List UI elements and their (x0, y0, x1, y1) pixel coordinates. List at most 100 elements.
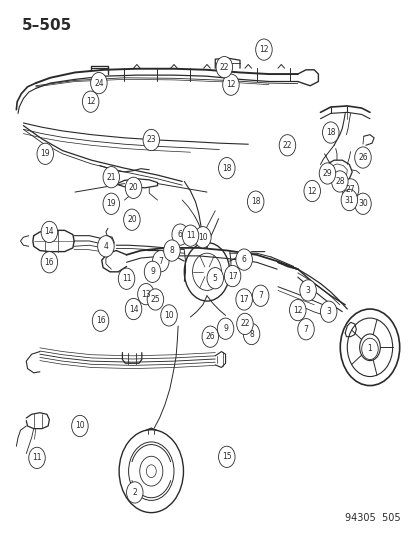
Text: 3: 3 (305, 286, 310, 295)
Text: 20: 20 (128, 183, 138, 192)
Circle shape (218, 158, 235, 179)
Circle shape (278, 135, 295, 156)
Circle shape (222, 74, 239, 95)
Circle shape (247, 191, 263, 212)
Circle shape (41, 252, 57, 273)
Circle shape (92, 310, 109, 332)
Text: 29: 29 (322, 169, 332, 178)
Circle shape (235, 249, 252, 270)
Circle shape (243, 324, 259, 345)
Text: 15: 15 (221, 453, 231, 462)
Text: 9: 9 (150, 268, 154, 276)
Circle shape (147, 289, 163, 310)
Circle shape (318, 163, 335, 184)
Text: 24: 24 (94, 78, 104, 87)
Text: 12: 12 (292, 305, 302, 314)
Text: 17: 17 (227, 272, 237, 280)
Circle shape (28, 447, 45, 469)
Text: 16: 16 (95, 316, 105, 325)
Circle shape (354, 147, 370, 168)
Circle shape (331, 171, 347, 192)
Circle shape (41, 221, 57, 243)
Circle shape (71, 415, 88, 437)
Text: 6: 6 (241, 255, 246, 264)
Circle shape (297, 319, 313, 340)
Text: 27: 27 (345, 185, 354, 194)
Text: 2: 2 (132, 488, 137, 497)
Circle shape (354, 193, 370, 214)
Circle shape (252, 285, 268, 306)
Circle shape (194, 227, 211, 248)
Circle shape (37, 143, 53, 165)
Text: 18: 18 (325, 128, 335, 137)
Circle shape (202, 326, 218, 348)
Text: 10: 10 (164, 311, 173, 320)
Text: 4: 4 (103, 242, 108, 251)
Text: 22: 22 (282, 141, 292, 150)
Text: 9: 9 (223, 324, 228, 333)
Text: 8: 8 (249, 329, 253, 338)
Circle shape (126, 482, 143, 503)
Text: 7: 7 (303, 325, 308, 334)
Circle shape (90, 72, 107, 94)
Text: 12: 12 (85, 97, 95, 106)
Text: 12: 12 (307, 187, 316, 196)
Text: 6: 6 (177, 230, 182, 239)
Text: 16: 16 (45, 258, 54, 266)
Circle shape (218, 446, 235, 467)
Circle shape (255, 39, 271, 60)
Circle shape (216, 56, 232, 78)
Text: 26: 26 (205, 332, 215, 341)
Circle shape (303, 180, 320, 201)
Circle shape (289, 300, 305, 321)
Text: 25: 25 (150, 295, 160, 304)
Circle shape (217, 318, 233, 340)
Circle shape (340, 189, 357, 211)
Text: 17: 17 (239, 295, 248, 304)
Text: 11: 11 (121, 274, 131, 283)
Circle shape (118, 268, 135, 289)
Circle shape (103, 166, 119, 188)
Text: 19: 19 (40, 149, 50, 158)
Text: 7: 7 (258, 291, 262, 300)
Circle shape (235, 289, 252, 310)
Circle shape (138, 284, 154, 305)
Circle shape (125, 298, 142, 320)
Text: 28: 28 (334, 177, 344, 186)
Circle shape (182, 225, 198, 246)
Circle shape (361, 338, 377, 360)
Text: 11: 11 (185, 231, 195, 240)
Circle shape (171, 224, 188, 245)
Circle shape (97, 236, 114, 257)
Text: 23: 23 (146, 135, 156, 144)
Text: 10: 10 (75, 422, 85, 431)
Text: 18: 18 (221, 164, 231, 173)
Circle shape (125, 177, 142, 198)
Text: 22: 22 (219, 63, 228, 71)
Circle shape (163, 240, 180, 261)
Text: 10: 10 (197, 233, 207, 242)
Text: 20: 20 (127, 215, 136, 224)
Text: 30: 30 (357, 199, 367, 208)
Text: 12: 12 (225, 80, 235, 89)
Text: 94305  505: 94305 505 (344, 513, 400, 523)
Circle shape (152, 251, 169, 272)
Text: 14: 14 (128, 304, 138, 313)
Circle shape (160, 305, 177, 326)
Text: 21: 21 (106, 173, 116, 182)
Text: 11: 11 (32, 454, 42, 463)
Circle shape (144, 261, 160, 282)
Text: 31: 31 (344, 196, 353, 205)
Text: 12: 12 (259, 45, 268, 54)
Text: 19: 19 (106, 199, 116, 208)
Text: 5: 5 (212, 273, 217, 282)
Text: 13: 13 (141, 289, 150, 298)
Text: 14: 14 (45, 228, 54, 237)
Text: 7: 7 (158, 257, 163, 265)
Text: 1: 1 (367, 344, 371, 353)
Text: 8: 8 (169, 246, 174, 255)
Circle shape (206, 268, 223, 289)
Circle shape (342, 179, 358, 200)
Circle shape (224, 265, 240, 287)
Circle shape (143, 130, 159, 151)
